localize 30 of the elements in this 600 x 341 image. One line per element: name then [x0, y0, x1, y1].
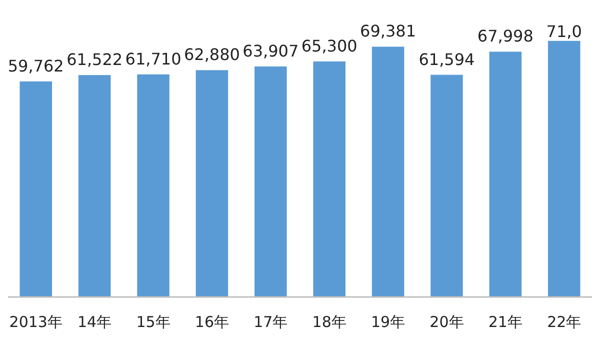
bar [196, 70, 228, 297]
bar [137, 74, 170, 297]
data-label: 61,522 [66, 50, 123, 70]
x-tick-label: 19年 [370, 313, 406, 331]
x-tick-label: 18年 [312, 313, 346, 331]
x-tick-label: 15年 [136, 313, 170, 331]
data-label: 69,381 [360, 22, 416, 41]
bar [489, 52, 522, 297]
x-tick-label: 14年 [78, 313, 112, 331]
bar [20, 81, 52, 297]
bar [372, 46, 404, 297]
data-label: 61,710 [125, 49, 182, 68]
x-tick-label: 2013年 [9, 313, 62, 331]
data-label: 61,594 [418, 50, 475, 69]
x-tick-label: 20年 [430, 313, 464, 331]
data-label: 67,998 [477, 26, 534, 46]
annotation: 71,0 [546, 22, 582, 41]
x-tick-label: 22年 [547, 313, 582, 331]
bar [254, 66, 287, 297]
data-label: 59,762 [8, 56, 64, 76]
data-label: 62,880 [184, 45, 240, 64]
x-tick-label: 21年 [488, 313, 522, 331]
bar [313, 61, 346, 297]
x-tick-label: 16年 [194, 313, 230, 331]
bar [430, 74, 463, 297]
bar [548, 40, 580, 297]
data-label: 65,300 [301, 36, 358, 56]
bar [78, 75, 111, 297]
x-tick-label: 17年 [254, 313, 288, 331]
data-label: 63,907 [242, 41, 299, 60]
